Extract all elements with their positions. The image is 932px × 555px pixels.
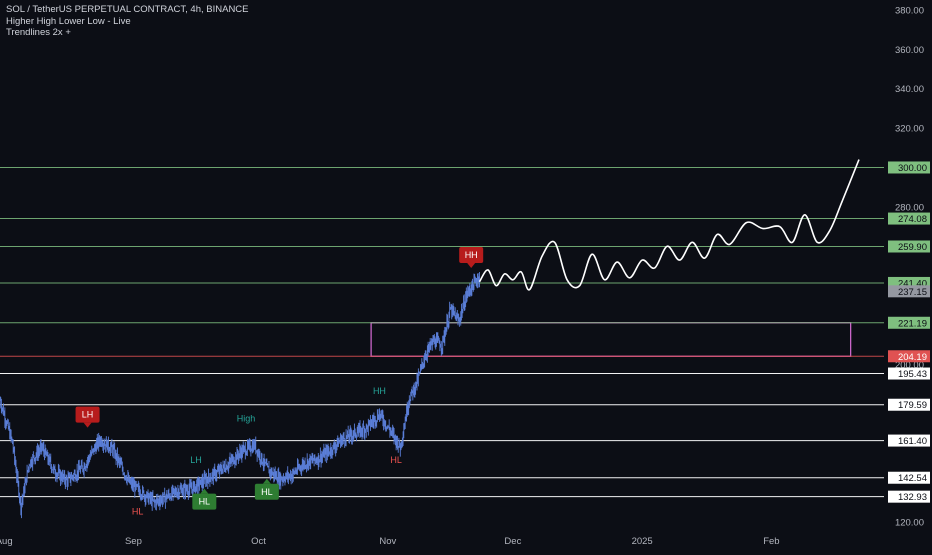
price-badge-bg (888, 285, 930, 298)
label-pointer (83, 422, 92, 428)
x-tick-label: Sep (125, 536, 142, 547)
x-tick-label: 2025 (632, 536, 653, 547)
y-tick-label: 200.00 (895, 360, 924, 371)
label-pointer (200, 488, 209, 494)
y-tick-label: 340.00 (895, 84, 924, 95)
price-badge-text: 195.43 (898, 369, 927, 380)
price-badge-bg (888, 471, 930, 484)
label-text: HL (199, 497, 211, 507)
label-box (254, 483, 279, 500)
price-badge-text: 274.08 (898, 214, 927, 225)
price-badge-bg (888, 367, 930, 380)
level-badge[interactable]: 259.90 (888, 240, 930, 253)
x-tick-label: Aug (0, 536, 13, 547)
price-badge-text: 259.90 (898, 242, 927, 253)
label-text: LH (190, 455, 202, 465)
y-tick-label: 120.00 (895, 518, 924, 529)
y-tick-label: 360.00 (895, 45, 924, 56)
level-badge[interactable]: 142.54 (888, 471, 930, 485)
label-text: HH (373, 386, 386, 396)
label-text: HL (390, 455, 402, 465)
label-pointer (262, 478, 271, 484)
level-badge[interactable]: 132.93 (888, 490, 930, 504)
price-badge-bg (888, 240, 930, 253)
price-badge-text: 161.40 (898, 436, 927, 447)
label-box (192, 493, 217, 510)
price-badge-bg (888, 398, 930, 411)
y-tick-label: 380.00 (895, 5, 924, 16)
label-text: HL (132, 506, 144, 516)
label-box (459, 246, 484, 263)
y-tick-label: 320.00 (895, 124, 924, 135)
price-badge-text: 221.19 (898, 318, 927, 329)
label-box (75, 406, 100, 423)
indicator-trendlines[interactable]: Trendlines 2x + (6, 27, 71, 38)
label-pointer (467, 262, 476, 268)
annotation-red-box: HH (459, 246, 484, 268)
price-badge-text: 179.59 (898, 400, 927, 411)
price-badge-bg (888, 434, 930, 447)
label-text: HL (261, 487, 273, 497)
x-tick-label: Feb (763, 536, 779, 547)
projection-path[interactable] (478, 159, 860, 291)
level-badge[interactable]: 204.19 (888, 350, 930, 363)
annotation-green-text: LH (190, 455, 202, 465)
level-badge[interactable]: 300.00 (888, 161, 930, 174)
level-badge[interactable]: 274.08 (888, 212, 930, 226)
annotation-red-box: LH (75, 406, 100, 428)
level-badge[interactable]: 161.40 (888, 434, 930, 448)
current-price-badge[interactable]: 237.15 (888, 285, 930, 298)
level-badge[interactable]: 221.19 (888, 316, 930, 330)
symbol-title[interactable]: SOL / TetherUS PERPETUAL CONTRACT, 4h, B… (6, 4, 249, 15)
annotation-green-text: HH (373, 386, 386, 396)
annotation-green-text: High (237, 414, 256, 424)
price-badge-text: 241.40 (898, 278, 927, 289)
price-badge-bg (888, 490, 930, 503)
level-badge[interactable]: 195.43 (888, 367, 930, 381)
level-badge[interactable]: 179.59 (888, 398, 930, 412)
indicator-hhll[interactable]: Higher High Lower Low - Live (6, 15, 131, 27)
price-badge-bg (888, 316, 930, 329)
label-text: High (237, 414, 256, 424)
annotation-green-box: HL (192, 488, 217, 510)
annotation-green-box: HL (254, 478, 279, 500)
price-badge-bg (888, 350, 930, 363)
annotation-red-text: HL (390, 455, 402, 465)
annotation-red-text: HL (132, 506, 144, 516)
label-text: HH (465, 250, 478, 260)
label-text: LH (82, 410, 94, 420)
x-tick-label: Dec (504, 536, 521, 547)
y-tick-label: 280.00 (895, 202, 924, 213)
price-badge-text: 237.15 (898, 287, 927, 298)
price-badge-bg (888, 212, 930, 225)
price-badge-bg (888, 161, 930, 174)
price-badge-text: 300.00 (898, 163, 927, 174)
x-tick-label: Oct (251, 536, 266, 547)
price-badge-text: 204.19 (898, 352, 927, 363)
price-badge-text: 132.93 (898, 492, 927, 503)
price-badge-text: 142.54 (898, 473, 927, 484)
chart-legend: SOL / TetherUS PERPETUAL CONTRACT, 4h, B… (6, 4, 249, 39)
x-tick-label: Nov (379, 536, 396, 547)
